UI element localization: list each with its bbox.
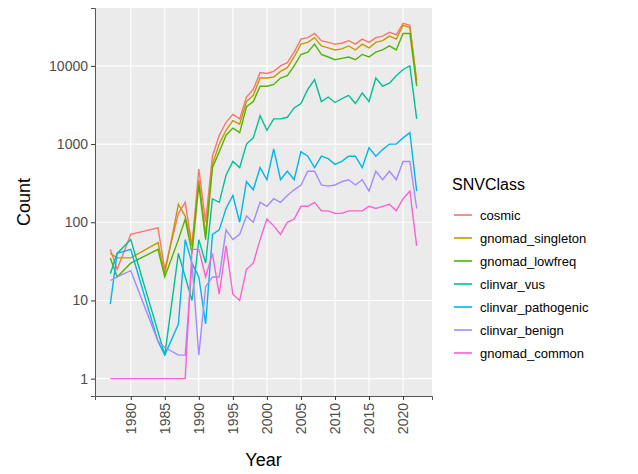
legend-key [454,214,472,216]
x-tick-label: 2000 [259,403,275,434]
y-tick-label: 1000 [57,136,88,152]
chart: 1 10 100 1000 10000 1980 1985 1990 1995 2000 2005 2… [0,0,638,474]
x-tick: 2000 [259,396,275,434]
legend-key [454,352,472,354]
y-axis: 1 10 100 1000 10000 [49,9,95,397]
legend-label: clinvar_vus [480,277,546,292]
y-tick-mark [91,222,95,223]
y-tick: 100 [65,214,95,230]
x-grid-line [164,8,165,396]
series-line [110,161,416,355]
x-grid-line [266,8,267,396]
legend-label: clinvar_benign [480,323,564,338]
x-tick-label: 2015 [361,403,377,434]
x-axis: 1980 1985 1990 1995 2000 2005 2010 2015 2020 [96,396,433,434]
x-tick: 2020 [395,396,411,434]
x-axis-title: Year [245,450,281,470]
legend-label: gnomad_singleton [480,231,586,246]
legend-key [454,283,472,285]
series-line [110,133,416,355]
series-line [110,66,416,355]
x-grid-line [334,8,335,396]
x-grid-line [368,8,369,396]
y-axis-title: Count [14,178,34,226]
legend-label: cosmic [480,208,521,223]
x-tick: 2015 [361,396,377,434]
lines [110,23,416,378]
x-tick-mark [369,396,370,400]
x-tick: 1980 [123,396,139,434]
x-tick-label: 1980 [123,403,139,434]
legend-title: SNVClass [452,176,525,193]
legend-key [454,306,472,308]
series-line [110,23,416,269]
x-tick-label: 2010 [327,403,343,434]
x-tick-mark [301,396,302,400]
legend: SNVClass cosmic gnomad_singleton gnomad_low… [452,176,589,361]
legend-label: gnomad_lowfreq [480,254,576,269]
legend-label: clinvar_pathogenic [480,300,589,315]
y-tick: 10000 [49,58,95,74]
y-tick-mark [91,379,95,380]
x-grid-line [198,8,199,396]
y-tick: 10 [72,292,95,308]
legend-key [454,260,472,262]
x-tick-label: 2005 [293,403,309,434]
x-tick-mark [267,396,268,400]
legend-key [454,329,472,331]
grid [95,8,432,396]
legend-key [454,237,472,239]
x-grid-line [300,8,301,396]
y-tick: 1 [80,371,95,387]
y-grid-line [95,222,432,223]
y-tick-label: 1 [80,371,88,387]
x-tick-mark [233,396,234,400]
y-grid-line [95,65,432,66]
y-tick: 1000 [57,136,95,152]
x-tick: 2005 [293,396,309,434]
y-tick-mark [91,300,95,301]
x-tick-label: 1985 [157,403,173,434]
x-tick-label: 1995 [225,403,241,434]
y-tick-label: 100 [65,214,89,230]
y-axis-line [91,9,96,397]
x-tick-mark [199,396,200,400]
x-tick-mark [335,396,336,400]
x-tick-mark [403,396,404,400]
x-axis-line [96,397,433,401]
x-tick: 2010 [327,396,343,434]
x-tick-label: 2020 [395,403,411,434]
x-tick-label: 1990 [191,403,207,434]
series-line [110,33,416,276]
x-tick: 1990 [191,396,207,434]
y-tick-label: 10 [72,292,88,308]
x-tick-mark [131,396,132,400]
y-tick-mark [91,66,95,67]
y-tick-label: 10000 [49,58,88,74]
plot-background [95,8,432,396]
x-grid-line [130,8,131,396]
x-tick: 1995 [225,396,241,434]
x-grid-line [232,8,233,396]
y-tick-mark [91,144,95,145]
x-tick-mark [165,396,166,400]
y-grid-line [95,144,432,145]
x-tick: 1985 [157,396,173,434]
x-grid-line [403,8,404,396]
legend-label: gnomad_common [480,346,584,361]
series-line [110,191,416,378]
